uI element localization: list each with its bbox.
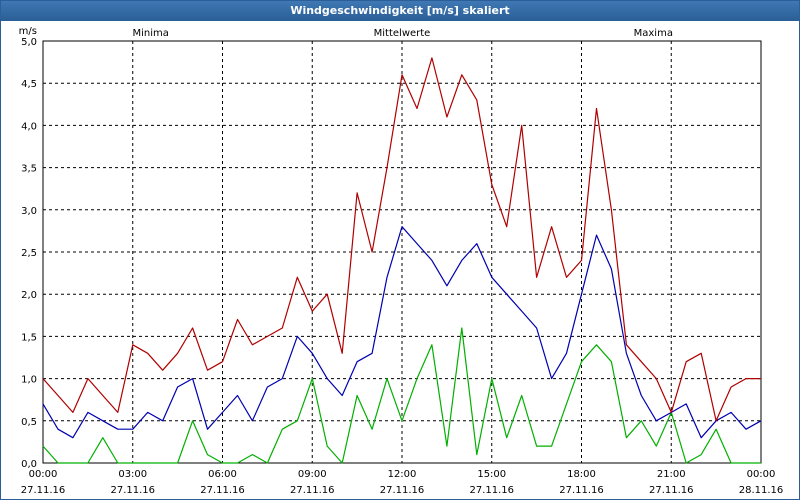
x-tick-date: 28.11.16 <box>739 485 784 496</box>
x-tick-time: 21:00 <box>657 469 686 480</box>
y-tick-label: 3,5 <box>21 164 37 175</box>
x-tick-date: 27.11.16 <box>290 485 335 496</box>
x-tick-date: 27.11.16 <box>110 485 155 496</box>
y-tick-label: 3,0 <box>21 206 37 217</box>
x-tick-date: 27.11.16 <box>380 485 425 496</box>
legend-minima: Minima <box>132 28 168 39</box>
x-tick-time: 09:00 <box>298 469 327 480</box>
y-tick-label: 4,5 <box>21 79 37 90</box>
y-tick-label: 5,0 <box>21 37 37 48</box>
x-tick-date: 27.11.16 <box>21 485 66 496</box>
y-tick-label: 1,0 <box>21 375 37 386</box>
x-tick-date: 27.11.16 <box>469 485 514 496</box>
y-tick-label: 0,0 <box>21 459 37 470</box>
y-tick-label: 4,0 <box>21 121 37 132</box>
x-tick-time: 03:00 <box>118 469 147 480</box>
y-tick-label: 0,5 <box>21 417 37 428</box>
series-line-maxima <box>42 57 761 422</box>
y-tick-label: 1,5 <box>21 332 37 343</box>
line-chart: 0,0 0,5 1,0 1,5 2,0 2,5 3,0 3,5 4,0 4,5 5,0m/s 00:0… <box>19 26 784 496</box>
y-axis-label: m/s <box>19 26 37 37</box>
series-line-mittelwerte <box>42 226 762 439</box>
x-tick-time: 00:00 <box>29 469 58 480</box>
x-tick-time: 12:00 <box>388 469 417 480</box>
y-tick-label: 2,5 <box>21 248 37 259</box>
x-tick-date: 27.11.16 <box>649 485 694 496</box>
legend-mittelwerte: Mittelwerte <box>374 28 431 39</box>
x-tick-date: 27.11.16 <box>200 485 245 496</box>
series-line-minima <box>42 327 761 464</box>
window-title: Windgeschwindigkeit [m/s] skaliert <box>1 1 799 21</box>
y-tick-label: 2,0 <box>21 290 37 301</box>
legend-maxima: Maxima <box>634 28 673 39</box>
x-tick-time: 15:00 <box>477 469 506 480</box>
x-tick-date: 27.11.16 <box>559 485 604 496</box>
x-tick-time: 00:00 <box>747 469 776 480</box>
x-tick-time: 18:00 <box>567 469 596 480</box>
x-tick-time: 06:00 <box>208 469 237 480</box>
